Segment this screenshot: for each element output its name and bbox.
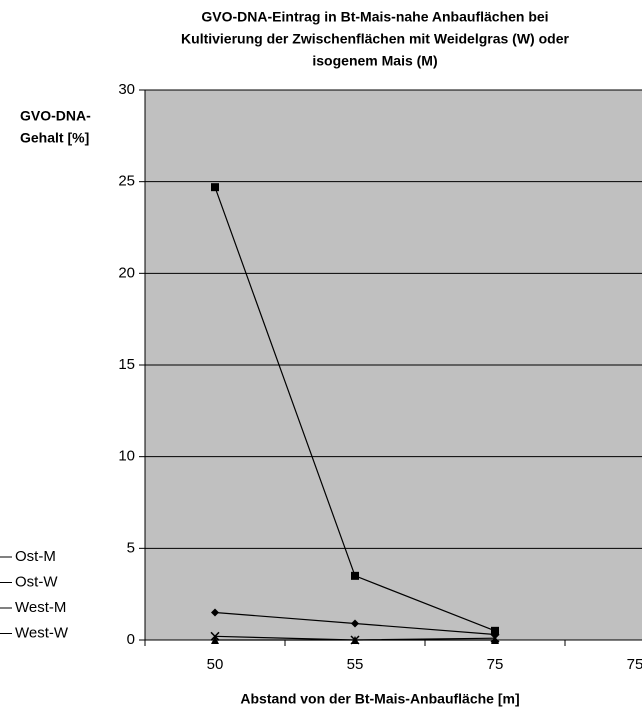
y-tick-label: 30 xyxy=(118,81,135,98)
chart-title: Kultivierung der Zwischenflächen mit Wei… xyxy=(181,31,569,47)
chart-title: isogenem Mais (M) xyxy=(312,53,437,69)
x-tick-label: 50 xyxy=(207,656,224,673)
marker xyxy=(351,619,359,628)
marker xyxy=(491,636,499,644)
marker xyxy=(210,631,220,641)
y-axis-label: GVO-DNA- xyxy=(20,108,91,124)
marker xyxy=(211,636,219,644)
legend-label: West-M xyxy=(15,599,66,616)
x-tick-label: 75 xyxy=(627,656,642,673)
y-tick-label: 5 xyxy=(127,539,135,556)
y-tick-label: 15 xyxy=(118,356,135,373)
marker xyxy=(491,626,499,635)
marker xyxy=(211,183,219,192)
legend-label: West-W xyxy=(15,624,69,641)
x-tick-label: 55 xyxy=(347,656,364,673)
marker xyxy=(351,571,359,580)
x-axis-label: Abstand von der Bt-Mais-Anbaufläche [m] xyxy=(240,691,519,707)
x-tick-label: 75 xyxy=(487,656,504,673)
legend-label: Ost-M xyxy=(15,548,56,565)
y-tick-label: 25 xyxy=(118,173,135,190)
legend-label: Ost-W xyxy=(15,573,58,590)
marker xyxy=(490,633,500,643)
y-axis-label: Gehalt [%] xyxy=(20,130,89,146)
y-tick-label: 20 xyxy=(118,264,135,281)
y-tick-label: 10 xyxy=(118,448,135,465)
y-tick-label: 0 xyxy=(127,631,135,648)
marker xyxy=(211,608,219,617)
chart-title: GVO-DNA-Eintrag in Bt-Mais-nahe Anbauflä… xyxy=(201,9,548,25)
marker xyxy=(350,635,360,645)
